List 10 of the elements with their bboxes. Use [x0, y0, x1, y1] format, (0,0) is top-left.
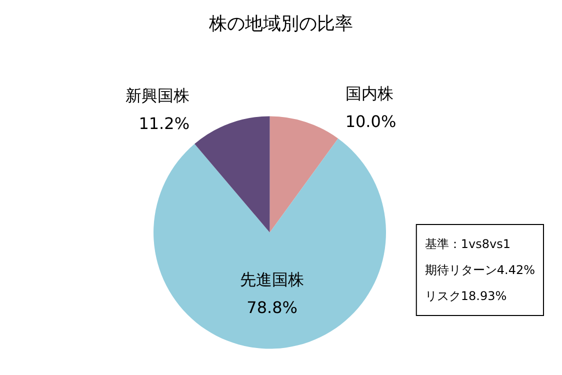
data-label: 78.8% — [246, 298, 298, 318]
text: 基準：1vs8vs1 — [424, 237, 511, 251]
text: 期待リターン4.42% — [424, 263, 536, 277]
text: リスク18.93% — [424, 289, 507, 303]
chart-title: 株の地域別の比率 — [208, 14, 353, 34]
data-label: 10.0% — [345, 112, 396, 132]
slice-label: 国内株 — [345, 84, 394, 104]
data-label: 11.2% — [138, 114, 190, 133]
slice-label: 先進国株 — [240, 270, 304, 290]
slice-label: 新興国株 — [126, 86, 190, 105]
